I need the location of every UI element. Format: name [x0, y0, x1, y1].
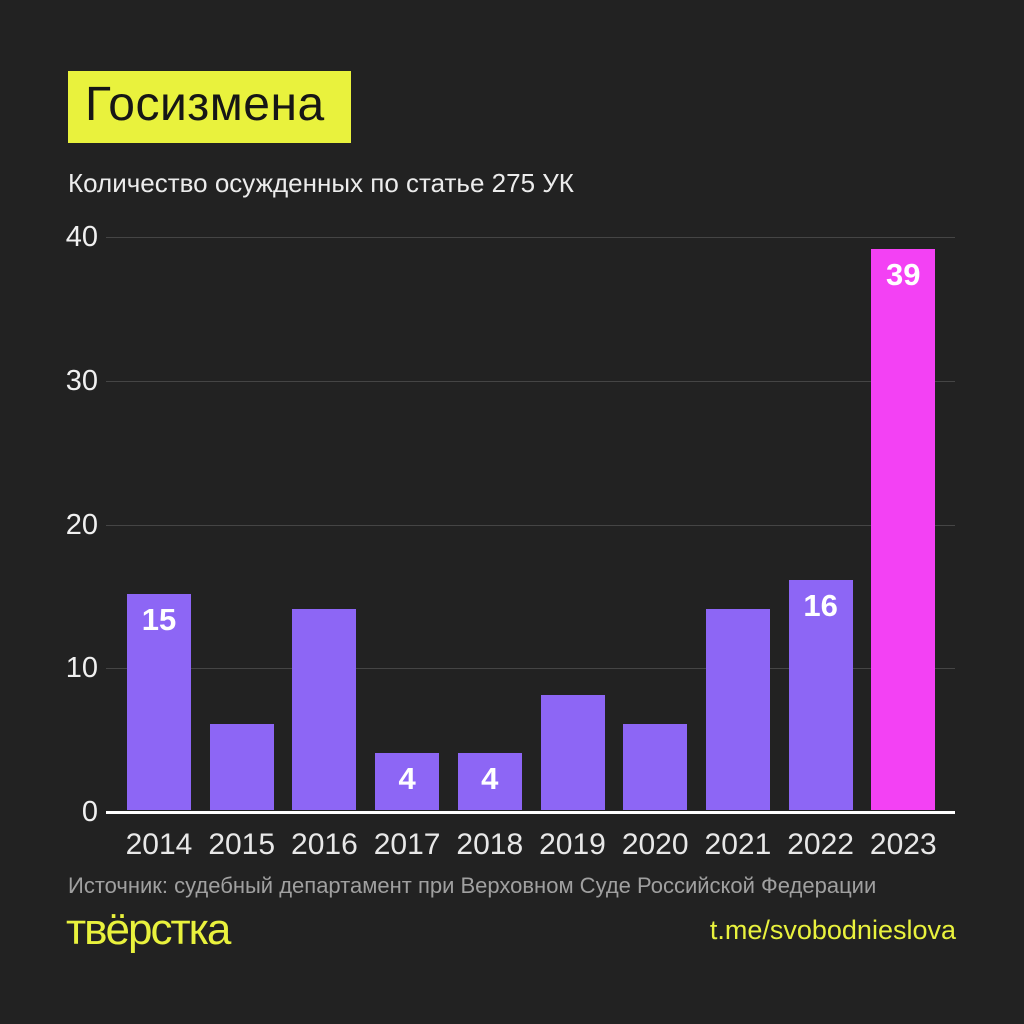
y-axis-tick-20: 20	[65, 508, 98, 541]
page-title: Госизмена	[85, 78, 325, 131]
bar-2017: 4	[375, 752, 440, 810]
x-axis-tick-2016: 2016	[291, 828, 358, 861]
bar-value-label-2014: 15	[141, 602, 177, 638]
gridline-30	[106, 380, 955, 382]
bar-value-label-2022: 16	[803, 588, 838, 623]
y-axis-tick-0: 0	[81, 796, 98, 828]
x-axis-tick-2023: 2023	[869, 828, 937, 861]
chart-subtitle: Количество осужденных по статье 275 УК	[68, 168, 574, 198]
gridline-10	[106, 668, 955, 670]
verstka-logo: твёрстка	[66, 905, 231, 954]
bar-2015	[209, 723, 274, 810]
bar-2014: 15	[127, 594, 191, 810]
bar-value-label-2018: 4	[481, 760, 499, 796]
x-axis-tick-2018: 2018	[456, 828, 524, 861]
bar-2021	[705, 608, 770, 810]
bar-value-label-2017: 4	[398, 760, 416, 796]
bar-2018: 4	[457, 752, 522, 810]
x-axis-tick-2014: 2014	[125, 828, 193, 861]
x-axis-tick-2019: 2019	[539, 828, 606, 861]
bar-2016	[292, 608, 357, 810]
x-axis-tick-2017: 2017	[373, 828, 441, 861]
bar-2023: 39	[871, 249, 936, 810]
bar-2022: 16	[788, 580, 853, 810]
x-axis-tick-2015: 2015	[208, 828, 276, 861]
bar-2019	[540, 695, 605, 810]
source-note: Источник: судебный департамент при Верхо…	[68, 873, 877, 898]
bar-value-label-2023: 39	[886, 257, 921, 293]
y-axis-tick-10: 10	[65, 652, 98, 685]
title-highlight-box: Госизмена	[68, 71, 351, 143]
y-axis-tick-40: 40	[65, 221, 98, 253]
gridline-40	[106, 237, 955, 238]
x-axis-tick-2022: 2022	[787, 828, 854, 861]
y-axis-tick-30: 30	[65, 364, 98, 397]
x-axis-baseline	[106, 811, 955, 814]
x-axis-tick-2020: 2020	[621, 828, 689, 861]
telegram-link: t.me/svobodnieslova	[709, 915, 956, 945]
bar-2020	[623, 723, 688, 810]
x-axis-tick-2021: 2021	[704, 828, 772, 861]
gridline-20	[106, 524, 955, 526]
